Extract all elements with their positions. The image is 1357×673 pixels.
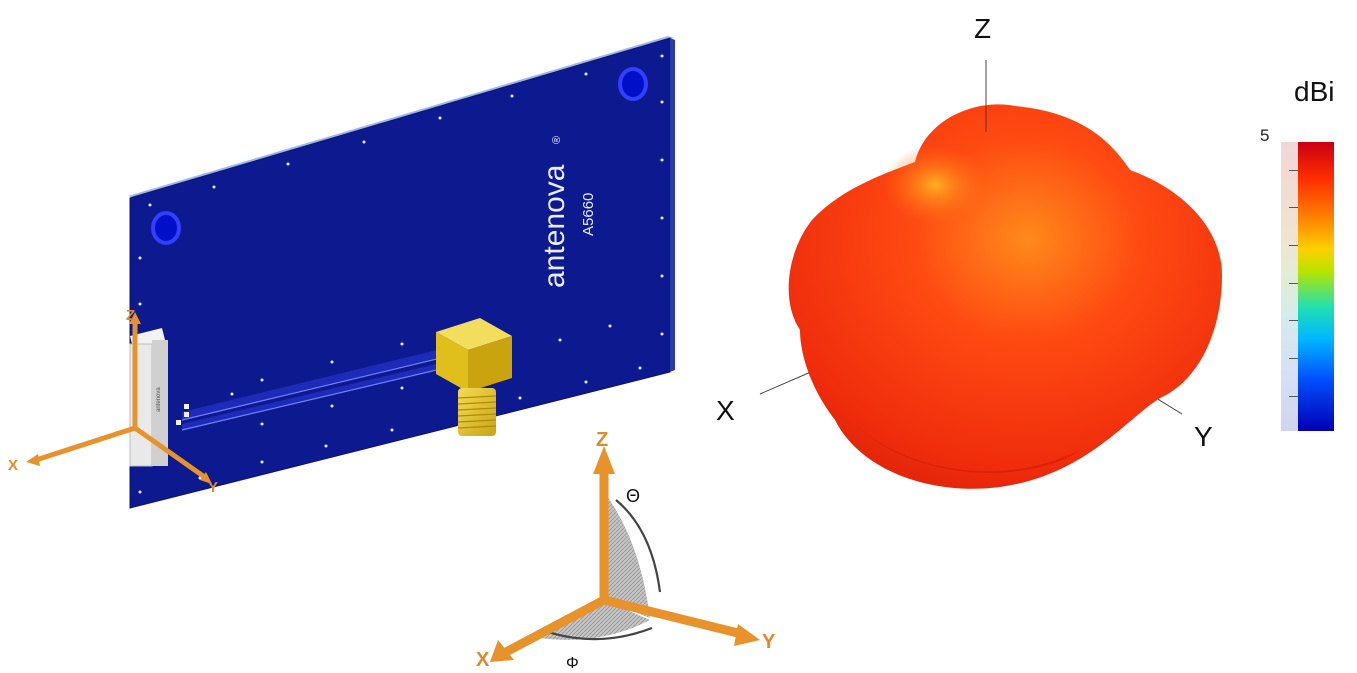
pcb-board: antenova antenova ® A5660 (8, 36, 675, 509)
colorbar-strip (1281, 142, 1298, 431)
colorbar-top-tick: 5 (1260, 126, 1270, 145)
pcb-axis-x-label: X (8, 457, 18, 474)
pcb-axes (26, 312, 212, 484)
pattern-z-label: Z (974, 13, 991, 44)
coord-x-arrowhead (490, 640, 514, 662)
pcb-side (670, 38, 675, 372)
coord-x-label: X (476, 649, 490, 671)
pattern-x-label: X (716, 395, 735, 426)
chip-antenna-label: antenova (156, 387, 162, 412)
colorbar-tick (1289, 358, 1298, 359)
pcb-axis-y-label: Y (208, 479, 218, 496)
feed-trace (181, 348, 446, 431)
phi-label: Φ (566, 655, 579, 672)
phi-sector (540, 600, 650, 640)
colorbar (1298, 142, 1334, 431)
colorbar-tick (1289, 283, 1298, 284)
pattern-y-label: Y (1194, 421, 1213, 452)
pattern-surface (788, 104, 1222, 489)
pcb-face (129, 37, 671, 509)
coord-z-arrowhead (593, 446, 615, 474)
radiation-pattern-3d: Z X Y (716, 13, 1222, 489)
coord-y-axis (599, 595, 747, 639)
mounting-hole-left (151, 211, 181, 245)
brand-logo-text: antenova (538, 164, 571, 288)
sma-connector (436, 318, 512, 436)
theta-sector (604, 492, 650, 618)
coord-y-label: Y (762, 631, 776, 653)
pcb-vias (138, 54, 664, 494)
pcb-axis-z-label: Z (126, 307, 135, 324)
registered-mark: ® (551, 136, 563, 144)
theta-arc (615, 499, 662, 593)
colorbar-tick (1289, 207, 1298, 208)
pattern-notch-highlight (883, 145, 987, 225)
coord-x-axis (501, 595, 609, 657)
coord-z-label: Z (596, 429, 608, 451)
colorbar-tick (1289, 170, 1298, 171)
colorbar-tick (1289, 245, 1298, 246)
coord-y-arrowhead (734, 624, 760, 646)
phi-arc (547, 626, 653, 641)
pcb-edge (128, 36, 674, 198)
theta-label: Θ (626, 486, 640, 506)
colorbar-unit-label: dBi (1294, 76, 1335, 107)
colorbar-tick (1289, 396, 1298, 397)
part-number-text: A5660 (580, 193, 597, 236)
mounting-hole-top-right (618, 67, 648, 101)
spherical-coordinate-diagram: Z X Y Θ Φ (476, 429, 776, 672)
colorbar-tick (1289, 320, 1298, 321)
